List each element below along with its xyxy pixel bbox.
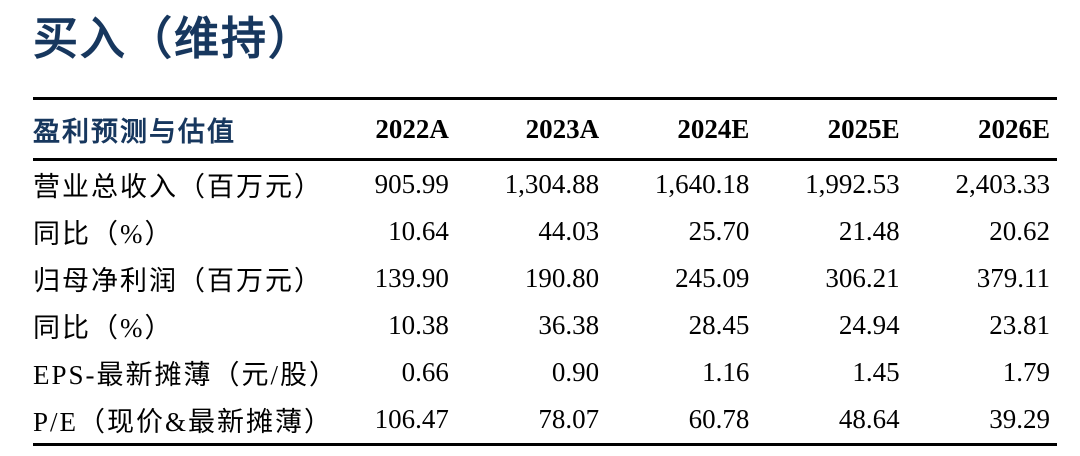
row-label-pe: P/E（现价&最新摊薄）: [33, 407, 334, 437]
row-label-eps: EPS-最新摊薄（元/股）: [33, 360, 339, 390]
cell-value: 36.38: [538, 310, 600, 340]
cell-value: 60.78: [688, 404, 750, 434]
cell-value: 28.45: [688, 310, 750, 340]
table-row: 同比（%） 10.64 44.03 25.70 21.48 20.62: [33, 208, 1057, 255]
cell-value: 379.11: [976, 263, 1050, 293]
cell-value: 306.21: [825, 263, 900, 293]
earnings-forecast-table: 盈利预测与估值 2022A 2023A 2024E 2025E 2026E 营业…: [33, 97, 1057, 446]
table-row: 营业总收入（百万元） 905.99 1,304.88 1,640.18 1,99…: [33, 160, 1057, 209]
cell-value: 0.90: [551, 357, 600, 387]
cell-value: 21.48: [838, 216, 900, 246]
row-label-revenue-yoy: 同比（%）: [33, 219, 174, 249]
table-row: P/E（现价&最新摊薄） 106.47 78.07 60.78 48.64 39…: [33, 396, 1057, 445]
cell-value: 139.90: [374, 263, 449, 293]
cell-value: 23.81: [989, 310, 1050, 340]
cell-value: 1.79: [1002, 357, 1050, 387]
cell-value: 1.45: [852, 357, 900, 387]
cell-value: 24.94: [838, 310, 900, 340]
row-label-net-profit: 归母净利润（百万元）: [33, 266, 323, 296]
cell-value: 1.16: [702, 357, 750, 387]
cell-value: 1,640.18: [654, 169, 750, 199]
cell-value: 905.99: [374, 169, 449, 199]
rating-title: 买入（维持）: [33, 14, 316, 64]
table-row: 归母净利润（百万元） 139.90 190.80 245.09 306.21 3…: [33, 255, 1057, 302]
row-label-revenue: 营业总收入（百万元）: [33, 172, 323, 202]
table-title: 盈利预测与估值: [33, 98, 306, 161]
cell-value: 245.09: [675, 263, 750, 293]
table-row: 同比（%） 10.38 36.38 28.45 24.94 23.81: [33, 302, 1057, 349]
cell-value: 44.03: [538, 216, 600, 246]
cell-value: 10.38: [388, 310, 449, 340]
row-label-net-profit-yoy: 同比（%）: [33, 313, 174, 343]
cell-value: 48.64: [838, 404, 900, 434]
cell-value: 39.29: [989, 404, 1050, 434]
column-header-2024e: 2024E: [606, 98, 757, 161]
cell-value: 106.47: [374, 404, 449, 434]
column-header-2023a: 2023A: [455, 98, 607, 161]
cell-value: 10.64: [388, 216, 449, 246]
cell-value: 20.62: [989, 216, 1050, 246]
cell-value: 0.66: [401, 357, 449, 387]
column-header-2026e: 2026E: [906, 98, 1057, 161]
cell-value: 2,403.33: [955, 169, 1051, 199]
table-header-row: 盈利预测与估值 2022A 2023A 2024E 2025E 2026E: [33, 98, 1057, 161]
cell-value: 78.07: [538, 404, 600, 434]
cell-value: 25.70: [688, 216, 750, 246]
table-row: EPS-最新摊薄（元/股） 0.66 0.90 1.16 1.45 1.79: [33, 349, 1057, 396]
cell-value: 1,304.88: [504, 169, 600, 199]
column-header-2022a: 2022A: [305, 98, 456, 161]
cell-value: 1,992.53: [805, 169, 900, 199]
cell-value: 190.80: [524, 263, 600, 293]
column-header-2025e: 2025E: [756, 98, 907, 161]
